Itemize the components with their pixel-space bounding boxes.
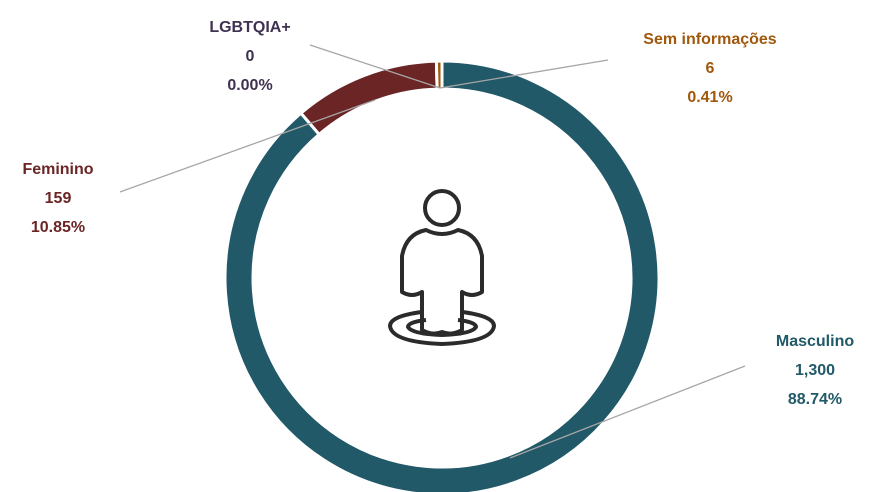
slice <box>298 59 439 137</box>
leader-line <box>119 99 376 193</box>
leader-line <box>309 44 441 89</box>
percentage-label: 0.41% <box>687 89 732 106</box>
leader-line <box>439 59 609 89</box>
data-label: Masculino 1,300 88.74% <box>776 333 854 408</box>
percentage-label: 0.00% <box>227 77 272 94</box>
category-label: Masculino <box>776 333 854 350</box>
icon-base-inner <box>406 318 478 337</box>
data-label: Sem informações 6 0.41% <box>643 31 776 106</box>
data-label: Feminino 159 10.85% <box>22 161 93 236</box>
value-label: 1,300 <box>795 362 835 379</box>
person-icon <box>388 189 496 346</box>
slice <box>223 59 661 492</box>
donut <box>223 59 661 492</box>
percentage-label: 10.85% <box>31 219 85 236</box>
leader-line <box>509 365 746 459</box>
leader-lines <box>119 44 746 459</box>
icon-head <box>423 189 461 227</box>
icon-base <box>388 310 496 346</box>
icon-body <box>400 228 484 336</box>
slice <box>434 59 444 91</box>
category-label: Sem informações <box>643 31 776 48</box>
value-label: 0 <box>246 48 255 65</box>
category-label: LGBTQIA+ <box>209 19 290 36</box>
value-label: 159 <box>45 190 72 207</box>
percentage-label: 88.74% <box>788 391 842 408</box>
category-label: Feminino <box>22 161 93 178</box>
value-label: 6 <box>706 60 715 77</box>
data-label: LGBTQIA+ 0 0.00% <box>209 19 290 94</box>
